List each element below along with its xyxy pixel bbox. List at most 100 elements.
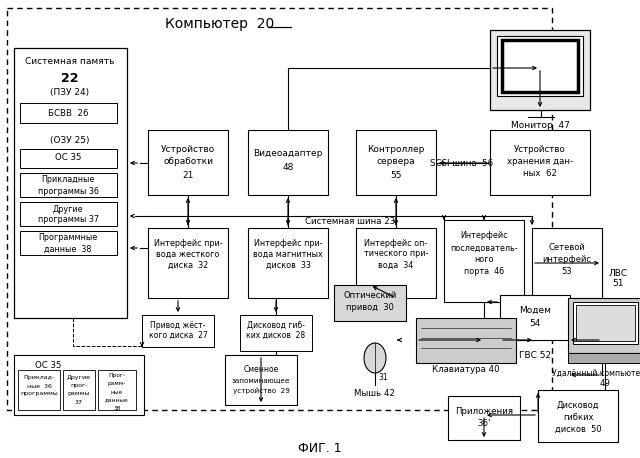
Text: Дисковод: Дисковод bbox=[557, 400, 599, 409]
Text: 51: 51 bbox=[612, 278, 624, 288]
Text: последователь-: последователь- bbox=[450, 244, 518, 252]
Text: Модем: Модем bbox=[519, 305, 551, 315]
Text: Другие: Другие bbox=[52, 205, 83, 213]
Text: Мышь 42: Мышь 42 bbox=[355, 388, 396, 398]
FancyBboxPatch shape bbox=[142, 315, 214, 347]
Text: 49: 49 bbox=[600, 380, 611, 388]
Text: программы: программы bbox=[20, 392, 58, 397]
Text: вода жесткого: вода жесткого bbox=[156, 250, 220, 258]
Text: ФИГ. 1: ФИГ. 1 bbox=[298, 442, 342, 454]
Text: Сменное: Сменное bbox=[243, 365, 278, 374]
Text: 55: 55 bbox=[390, 171, 402, 180]
FancyBboxPatch shape bbox=[356, 130, 436, 195]
FancyBboxPatch shape bbox=[14, 48, 127, 318]
Text: Устройство: Устройство bbox=[161, 145, 215, 153]
Text: Приклад-: Приклад- bbox=[24, 376, 54, 381]
FancyBboxPatch shape bbox=[18, 370, 60, 410]
FancyBboxPatch shape bbox=[356, 228, 436, 298]
FancyBboxPatch shape bbox=[502, 40, 578, 92]
FancyBboxPatch shape bbox=[573, 302, 638, 344]
Text: рамм-: рамм- bbox=[108, 382, 126, 387]
Text: 54: 54 bbox=[529, 318, 541, 327]
Text: Прог-: Прог- bbox=[108, 374, 125, 378]
FancyBboxPatch shape bbox=[576, 305, 635, 341]
FancyBboxPatch shape bbox=[20, 202, 117, 226]
Text: вода  34: вода 34 bbox=[378, 261, 413, 269]
Text: ные  36: ные 36 bbox=[27, 383, 51, 388]
Text: 22: 22 bbox=[61, 71, 79, 84]
Text: порта  46: порта 46 bbox=[464, 267, 504, 276]
FancyBboxPatch shape bbox=[568, 298, 640, 353]
Text: SCSI шина  56: SCSI шина 56 bbox=[431, 158, 493, 168]
FancyBboxPatch shape bbox=[416, 318, 516, 363]
Text: 53: 53 bbox=[562, 267, 572, 277]
FancyBboxPatch shape bbox=[248, 130, 328, 195]
Text: 37: 37 bbox=[75, 400, 83, 405]
FancyBboxPatch shape bbox=[240, 315, 312, 351]
FancyBboxPatch shape bbox=[497, 36, 583, 96]
FancyBboxPatch shape bbox=[532, 228, 602, 298]
FancyBboxPatch shape bbox=[448, 396, 520, 440]
Text: Контроллер: Контроллер bbox=[367, 145, 425, 153]
FancyBboxPatch shape bbox=[334, 285, 406, 321]
Text: Интерфейс при-: Интерфейс при- bbox=[154, 239, 222, 247]
FancyBboxPatch shape bbox=[98, 370, 136, 410]
Text: Компьютер  20: Компьютер 20 bbox=[165, 17, 275, 31]
Text: ЛВС: ЛВС bbox=[609, 268, 628, 278]
Text: Видеоадаптер: Видеоадаптер bbox=[253, 148, 323, 158]
Text: обработки: обработки bbox=[163, 157, 213, 165]
FancyBboxPatch shape bbox=[248, 228, 328, 298]
Text: ных  62: ных 62 bbox=[523, 169, 557, 179]
Text: Дисковод гиб-: Дисковод гиб- bbox=[247, 321, 305, 329]
FancyBboxPatch shape bbox=[14, 355, 144, 415]
Text: данные  38: данные 38 bbox=[44, 245, 92, 253]
Text: Программные: Программные bbox=[38, 234, 98, 242]
Text: 36': 36' bbox=[477, 420, 491, 429]
Text: хранения дан-: хранения дан- bbox=[507, 157, 573, 165]
Text: дисков  50: дисков 50 bbox=[555, 425, 602, 434]
Text: привод  30: привод 30 bbox=[346, 304, 394, 312]
Text: раммы: раммы bbox=[68, 392, 90, 397]
Text: интерфейс: интерфейс bbox=[543, 256, 591, 265]
Text: Другие: Другие bbox=[67, 376, 91, 381]
Text: Клавиатура 40: Клавиатура 40 bbox=[432, 365, 500, 375]
Text: программы 37: программы 37 bbox=[38, 216, 99, 224]
FancyBboxPatch shape bbox=[568, 353, 640, 363]
FancyBboxPatch shape bbox=[148, 130, 228, 195]
FancyBboxPatch shape bbox=[20, 103, 117, 123]
Text: 48: 48 bbox=[282, 164, 294, 173]
Text: Системная шина 23: Системная шина 23 bbox=[305, 217, 395, 225]
FancyBboxPatch shape bbox=[538, 390, 618, 442]
Text: вода магнитных: вода магнитных bbox=[253, 250, 323, 258]
FancyBboxPatch shape bbox=[20, 231, 117, 255]
Text: ких дисков  28: ких дисков 28 bbox=[246, 331, 305, 339]
Text: дисков  33: дисков 33 bbox=[266, 261, 310, 269]
FancyBboxPatch shape bbox=[444, 220, 524, 302]
Text: Интерфейс: Интерфейс bbox=[460, 231, 508, 240]
Text: Приложения: Приложения bbox=[455, 407, 513, 415]
Text: ОС 35: ОС 35 bbox=[55, 153, 81, 163]
Text: Прикладные: Прикладные bbox=[42, 175, 95, 185]
Text: (ОЗУ 25): (ОЗУ 25) bbox=[51, 136, 90, 145]
Text: 21: 21 bbox=[182, 171, 194, 180]
Text: (ПЗУ 24): (ПЗУ 24) bbox=[51, 87, 90, 97]
Text: БСВВ  26: БСВВ 26 bbox=[48, 109, 88, 118]
Text: кого диска  27: кого диска 27 bbox=[148, 331, 207, 339]
Text: ного: ного bbox=[474, 255, 493, 263]
Text: гибких: гибких bbox=[563, 413, 593, 421]
Text: Устройство: Устройство bbox=[514, 145, 566, 153]
Text: ОС 35: ОС 35 bbox=[35, 361, 61, 371]
Ellipse shape bbox=[364, 343, 386, 373]
Text: Сетевой: Сетевой bbox=[548, 244, 586, 252]
Text: Привод жёст-: Привод жёст- bbox=[150, 321, 205, 329]
FancyBboxPatch shape bbox=[148, 228, 228, 298]
Text: запоминающее: запоминающее bbox=[232, 377, 291, 383]
Text: ные: ные bbox=[111, 389, 123, 394]
FancyBboxPatch shape bbox=[490, 130, 590, 195]
Text: 38: 38 bbox=[113, 405, 121, 410]
FancyBboxPatch shape bbox=[20, 149, 117, 168]
Text: ГВС 52: ГВС 52 bbox=[519, 351, 551, 360]
Text: устройство  29: устройство 29 bbox=[232, 388, 289, 394]
Text: прог-: прог- bbox=[70, 383, 88, 388]
FancyBboxPatch shape bbox=[225, 355, 297, 405]
